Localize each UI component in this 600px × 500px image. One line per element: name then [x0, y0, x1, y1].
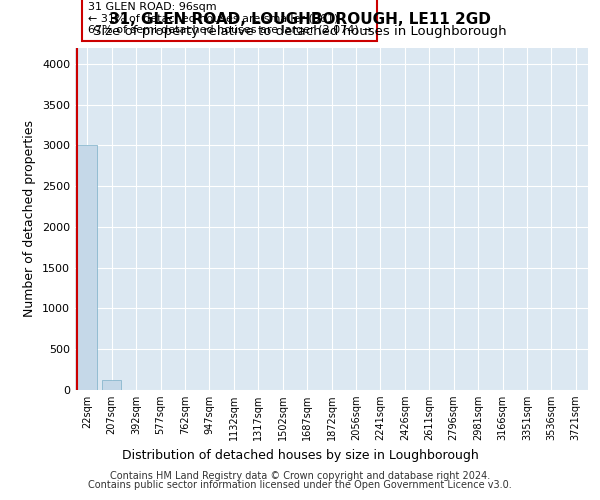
Text: Contains HM Land Registry data © Crown copyright and database right 2024.: Contains HM Land Registry data © Crown c… [110, 471, 490, 481]
Text: Contains public sector information licensed under the Open Government Licence v3: Contains public sector information licen… [88, 480, 512, 490]
Bar [102, 380, 121, 390]
Y-axis label: Number of detached properties: Number of detached properties [23, 120, 37, 318]
Text: Distribution of detached houses by size in Loughborough: Distribution of detached houses by size … [122, 450, 478, 462]
Text: Size of property relative to detached houses in Loughborough: Size of property relative to detached ho… [93, 25, 507, 38]
Text: 31, GLEN ROAD, LOUGHBOROUGH, LE11 2GD: 31, GLEN ROAD, LOUGHBOROUGH, LE11 2GD [109, 12, 491, 28]
Text: 31 GLEN ROAD: 96sqm
← 31% of detached houses are smaller (961)
67% of semi-detac: 31 GLEN ROAD: 96sqm ← 31% of detached ho… [88, 2, 371, 35]
Bar [77, 146, 97, 390]
